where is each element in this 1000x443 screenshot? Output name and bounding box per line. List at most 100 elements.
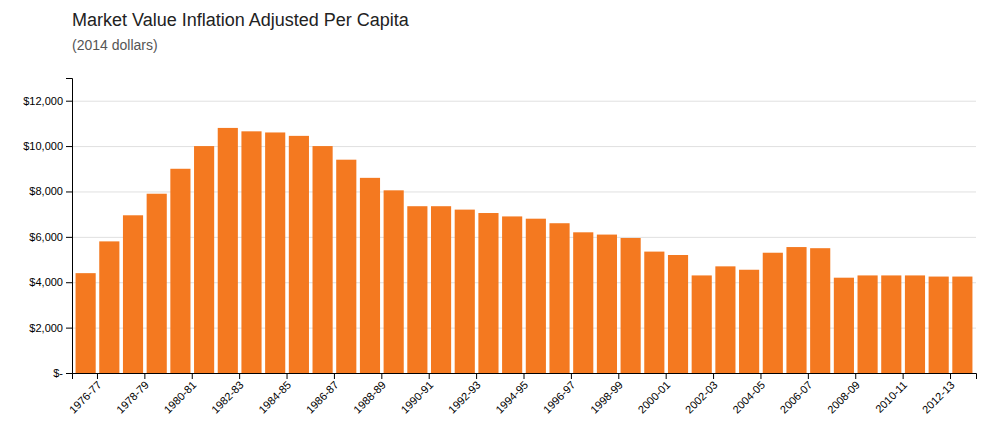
x-tick: 2010-11: [873, 373, 909, 415]
bar: [858, 275, 878, 373]
x-tick-mark: [903, 373, 904, 379]
title: Market Value Inflation Adjusted Per Capi…: [72, 10, 410, 30]
x-tick-mark: [524, 373, 525, 379]
x-axis: 1976-77 1978-79 1980-81 1982-83 1984-85 1986-…: [67, 373, 977, 416]
x-tick-mark: [287, 373, 288, 379]
bar: [526, 219, 546, 373]
bar: [265, 132, 285, 373]
y-tick: $8,000: [29, 185, 72, 197]
bar: [905, 275, 925, 373]
x-tick-mark: [950, 373, 951, 379]
bar: [621, 238, 641, 373]
y-tick: $-: [53, 367, 72, 379]
bar: [549, 223, 569, 373]
x-tick-mark: [476, 373, 477, 379]
bar: [715, 266, 735, 373]
grid: [72, 101, 976, 373]
bar: [478, 213, 498, 373]
bar: [99, 241, 119, 373]
bar: [407, 206, 427, 373]
bar: [810, 248, 830, 373]
x-tick-mark: [192, 373, 193, 379]
bar: [834, 278, 854, 373]
bar: [786, 247, 806, 373]
bar: [360, 178, 380, 373]
x-tick: 2012-13: [920, 373, 957, 416]
x-tick-mark: [855, 373, 856, 379]
x-tick: 2006-07: [778, 373, 815, 416]
y-tick-label: $4,000: [29, 276, 63, 288]
x-tick-mark: [144, 373, 145, 379]
bar: [881, 275, 901, 373]
x-tick: 1994-95: [493, 373, 530, 416]
x-tick: 1990-91: [398, 373, 435, 416]
x-tick-mark: [334, 373, 335, 379]
plot: $-$2,000$4,000$6,000$8,000$10,000$12,000…: [23, 79, 976, 416]
bar: [692, 275, 712, 373]
x-tick-mark: [97, 373, 98, 379]
y-tick: $2,000: [29, 322, 72, 334]
y-tick-label: $8,000: [29, 185, 63, 197]
x-tick-label: 2004-05: [730, 379, 767, 416]
x-tick: 2004-05: [730, 373, 767, 416]
bar: [668, 255, 688, 373]
y-tick-mark: [66, 328, 72, 329]
x-tick: 1988-89: [351, 373, 388, 416]
bar: [194, 146, 214, 373]
x-tick-label: 1986-87: [304, 379, 341, 416]
x-tick-label: 2012-13: [920, 379, 957, 416]
x-tick-label: 1980-81: [161, 379, 198, 416]
x-tick: 2000-01: [635, 373, 672, 416]
x-tick-label: 2010-11: [873, 379, 909, 415]
y-axis: $-$2,000$4,000$6,000$8,000$10,000$12,000: [23, 79, 72, 380]
x-tick: 1980-81: [161, 373, 198, 416]
x-tick: 1998-99: [588, 373, 625, 416]
x-tick: 1984-85: [256, 373, 293, 416]
x-tick: 1986-87: [304, 373, 341, 416]
y-tick-mark: [66, 282, 72, 283]
x-tick-mark: [666, 373, 667, 379]
y-tick: $10,000: [23, 140, 72, 152]
x-tick-label: 1988-89: [351, 379, 388, 416]
x-tick: 1976-77: [67, 373, 104, 416]
bar: [455, 210, 475, 373]
bar: [313, 146, 333, 373]
x-tick-label: 2008-09: [825, 379, 862, 416]
bar: [597, 235, 617, 373]
bar: [739, 270, 759, 373]
y-tick-mark: [66, 101, 72, 102]
bar: [289, 136, 309, 373]
y-tick-mark: [66, 373, 72, 374]
y-tick-label: $12,000: [23, 95, 63, 107]
y-tick: $12,000: [23, 95, 72, 107]
x-tick: 2002-03: [683, 373, 720, 416]
bar: [336, 160, 356, 373]
x-tick-label: 1976-77: [67, 379, 104, 416]
chart: Market Value Inflation Adjusted Per Capi…: [0, 0, 1000, 443]
bar: [170, 169, 190, 373]
subtitle: (2014 dollars): [72, 37, 158, 53]
bar: [644, 252, 664, 373]
bar: [929, 277, 949, 373]
x-tick-mark: [760, 373, 761, 379]
x-tick-label: 1978-79: [114, 379, 151, 416]
y-tick: $4,000: [29, 276, 72, 288]
x-tick: 1978-79: [114, 373, 151, 416]
x-tick-label: 1992-93: [446, 379, 483, 416]
bar: [502, 216, 522, 373]
x-tick-mark: [571, 373, 572, 379]
bar: [763, 253, 783, 373]
x-tick-mark: [808, 373, 809, 379]
x-tick-label: 2002-03: [683, 379, 720, 416]
x-tick-label: 1998-99: [588, 379, 625, 416]
bar: [384, 190, 404, 373]
bar: [573, 232, 593, 373]
x-tick-mark: [429, 373, 430, 379]
x-tick: 1982-83: [209, 373, 246, 416]
grid-line: [72, 101, 976, 102]
x-tick-label: 2006-07: [778, 379, 815, 416]
bar: [76, 273, 96, 373]
bar: [147, 194, 167, 373]
x-tick-label: 2000-01: [635, 379, 672, 416]
x-tick-label: 1996-97: [541, 379, 578, 416]
